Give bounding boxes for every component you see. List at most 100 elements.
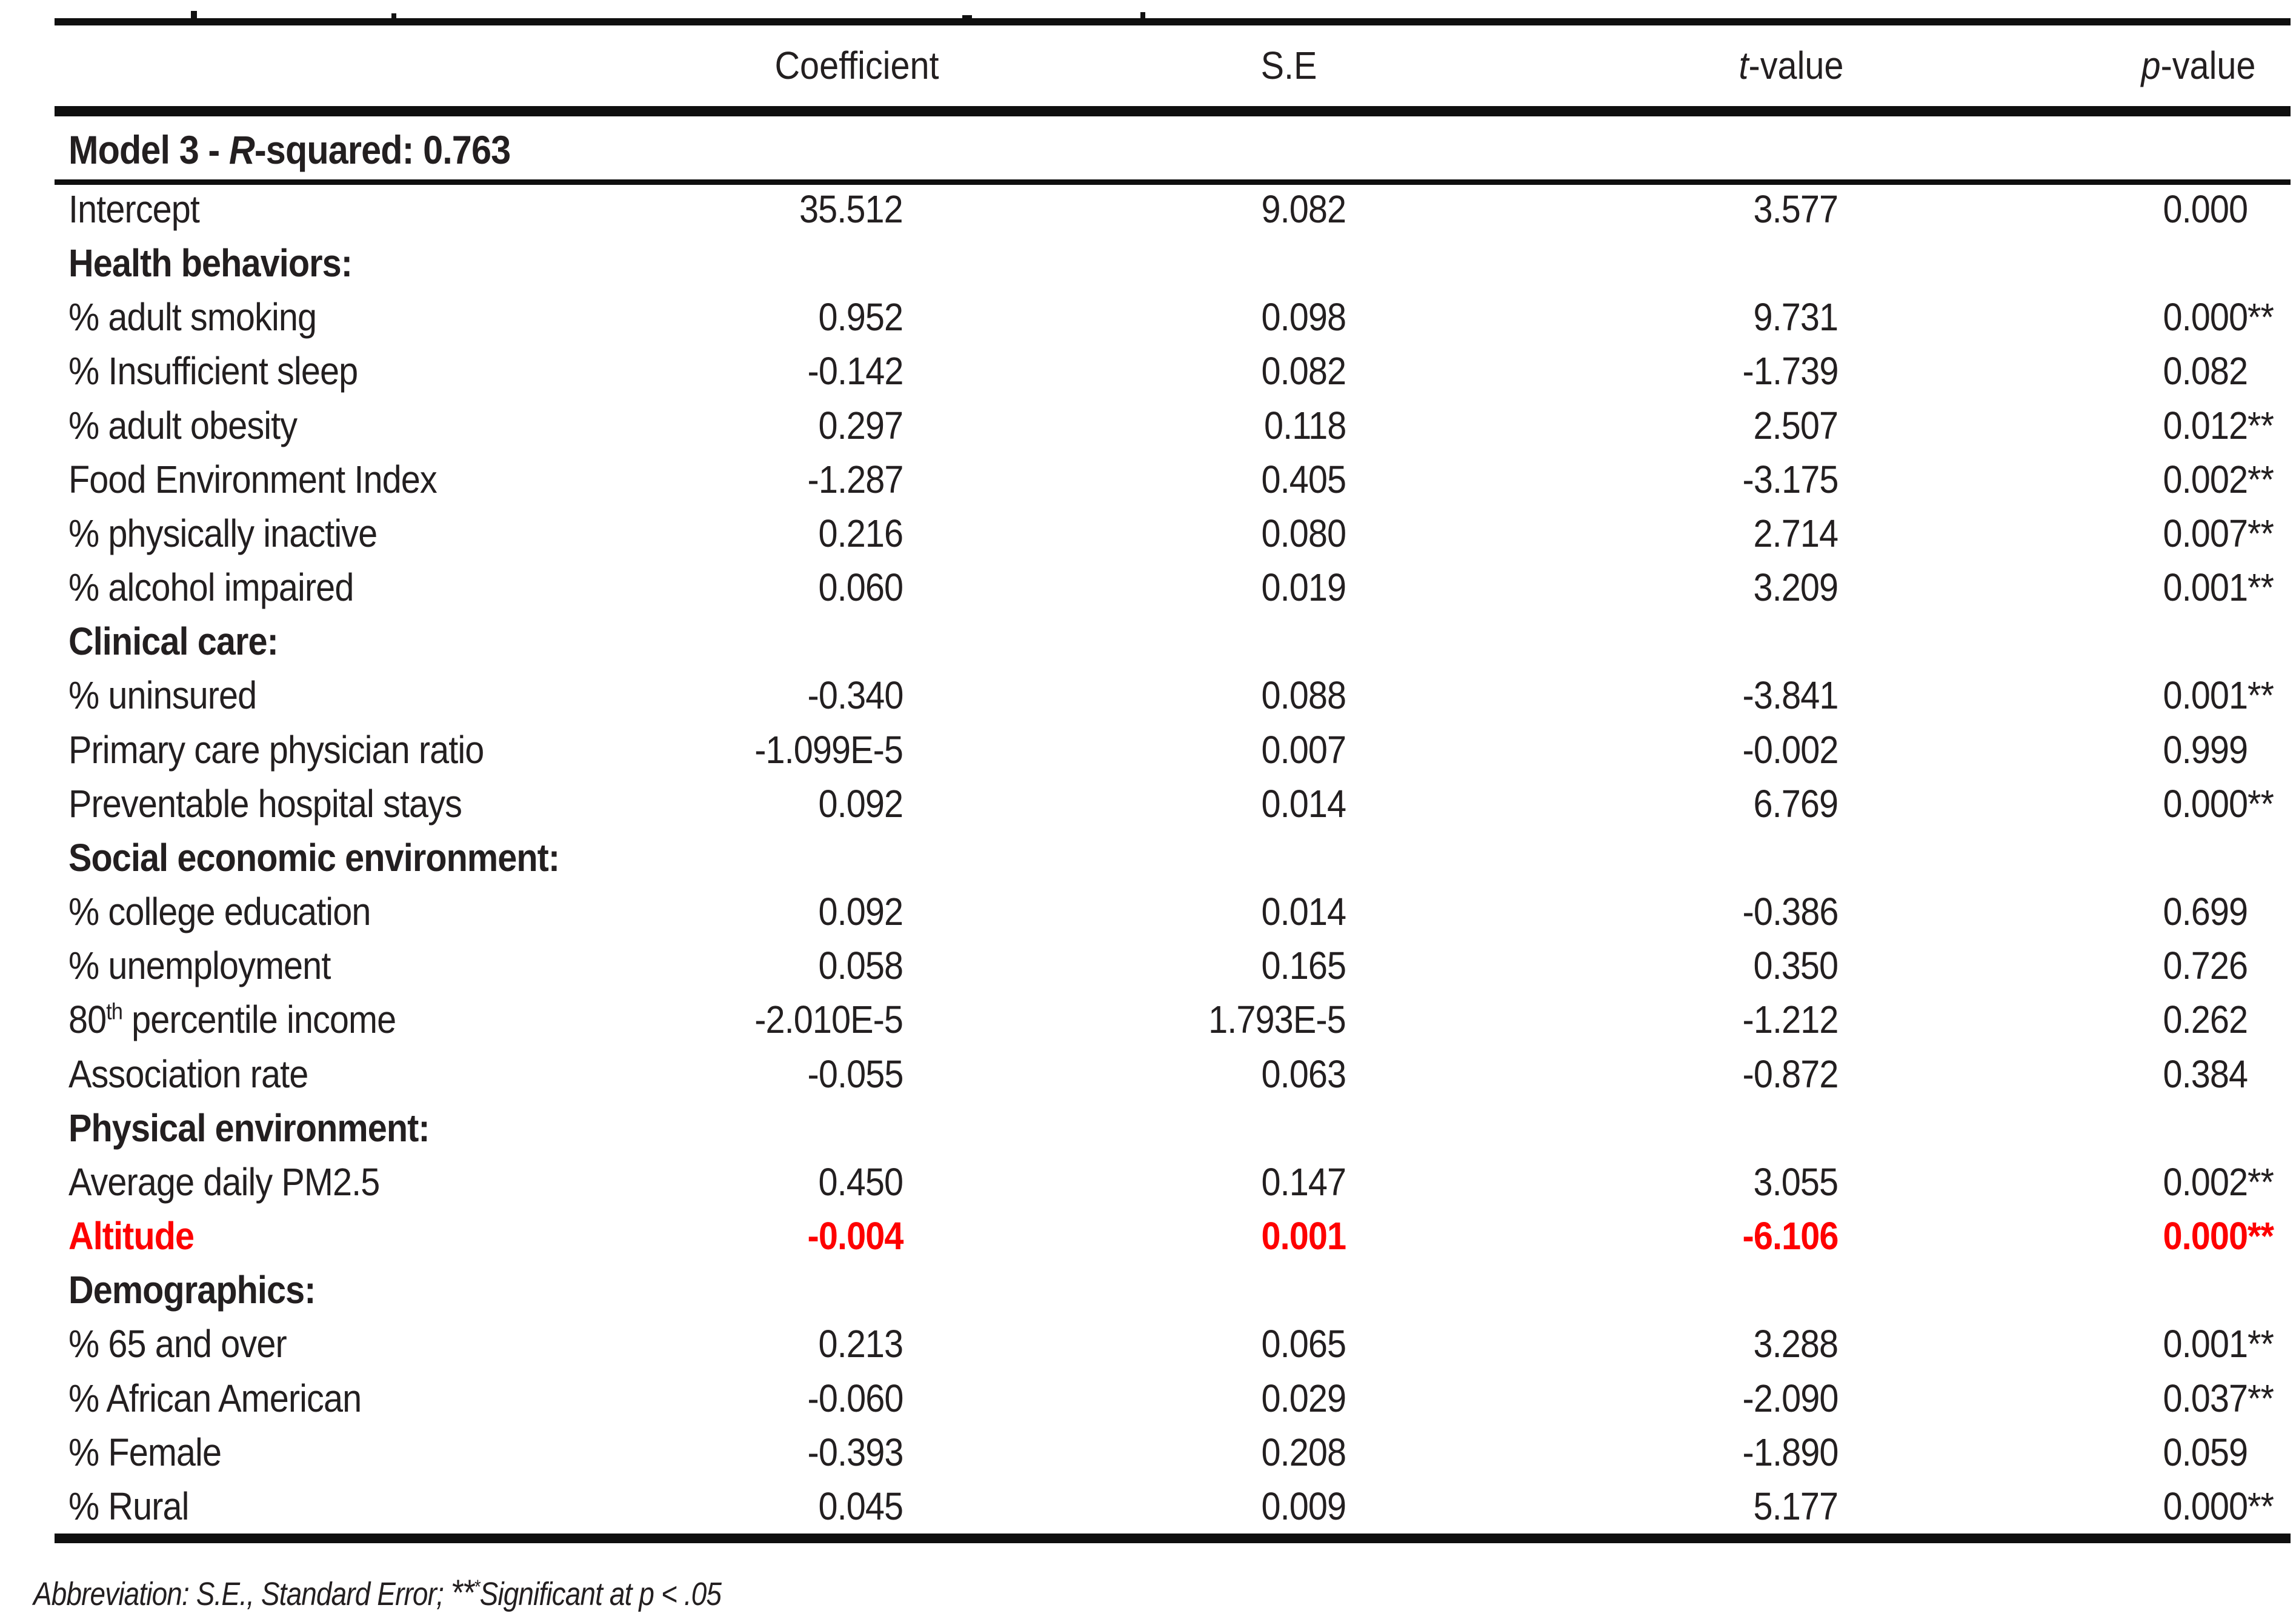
p-value: 0.001: [2163, 566, 2248, 609]
section-label: Clinical care:: [68, 619, 279, 663]
table-row-80th-percentile-income: 80th percentile income -2.010E-5 1.793E-…: [55, 992, 2291, 1047]
t-rest: -value: [1748, 44, 1844, 87]
coefficient-value: 0.450: [818, 1160, 903, 1204]
se-value: 0.063: [1261, 1052, 1346, 1096]
coefficient-value: 0.058: [818, 944, 903, 987]
p-value: 0.000: [2163, 187, 2248, 231]
t-value: -3.175: [1742, 458, 1838, 501]
table-row-physically-inactive: % physically inactive 0.216 0.080 2.714 …: [55, 506, 2291, 561]
coefficient-value: 35.512: [799, 187, 903, 231]
table-row-alcohol-impaired: % alcohol impaired 0.060 0.019 3.209 0.0…: [55, 560, 2291, 615]
table-bottom-rule: [55, 1534, 2291, 1543]
coefficient-value: -0.060: [807, 1377, 903, 1420]
se-value: 0.208: [1261, 1430, 1346, 1474]
significance-stars: **: [2248, 404, 2274, 447]
coefficient-value: 0.092: [818, 890, 903, 933]
crop-remnant-mark: [391, 13, 396, 19]
se-value: 0.082: [1261, 349, 1346, 393]
row-label: % unemployment: [68, 944, 331, 987]
section-label: Demographics:: [68, 1268, 316, 1312]
significance-stars: **: [2248, 295, 2274, 339]
t-value: -0.386: [1742, 890, 1838, 933]
se-value: 0.001: [1261, 1214, 1346, 1258]
p-value: 0.082: [2163, 349, 2248, 393]
row-label: Primary care physician ratio: [68, 728, 484, 772]
coefficient-value: -0.393: [807, 1430, 903, 1474]
table-row-adult-smoking: % adult smoking 0.952 0.098 9.731 0.000 …: [55, 290, 2291, 344]
t-value: 6.769: [1753, 782, 1838, 826]
se-value: 0.165: [1261, 944, 1346, 987]
significance-stars: **: [2248, 673, 2274, 717]
t-value: -1.212: [1742, 998, 1838, 1041]
row-label: % 65 and over: [68, 1322, 287, 1366]
footnote-text: Abbreviation: S.E., Standard Error; ***S…: [33, 1563, 722, 1618]
table-row-food-environment-index: Food Environment Index -1.287 0.405 -3.1…: [55, 452, 2291, 507]
row-label: % African American: [68, 1377, 362, 1420]
se-value: 0.029: [1261, 1377, 1346, 1420]
table-row-insufficient-sleep: % Insufficient sleep -0.142 0.082 -1.739…: [55, 344, 2291, 398]
p-value: 0.037: [2163, 1377, 2248, 1420]
section-label: Health behaviors:: [68, 241, 353, 285]
table-row-primary-care-physician-ratio: Primary care physician ratio -1.099E-5 0…: [55, 723, 2291, 777]
t-value: 0.350: [1753, 944, 1838, 987]
p-italic: p: [2141, 44, 2161, 87]
row-label: % Insufficient sleep: [68, 349, 358, 393]
p-value: 0.002: [2163, 458, 2248, 501]
row-label: % Rural: [68, 1484, 189, 1528]
t-value: -6.106: [1742, 1214, 1838, 1258]
coefficient-value: 0.060: [818, 566, 903, 609]
row-label: Preventable hospital stays: [68, 782, 462, 826]
se-value: 0.405: [1261, 458, 1346, 501]
row-label: Association rate: [68, 1052, 308, 1096]
coefficient-value: -2.010E-5: [754, 998, 903, 1041]
t-italic: t: [1739, 44, 1749, 87]
table-top-rule: [55, 18, 2291, 25]
p-value: 0.000: [2163, 782, 2248, 826]
section-label: Social economic environment:: [68, 836, 560, 879]
t-value: 5.177: [1753, 1484, 1838, 1528]
header-bottom-rule: [55, 106, 2291, 116]
se-value: 0.080: [1261, 512, 1346, 555]
table-row-preventable-hospital-stays: Preventable hospital stays 0.092 0.014 6…: [55, 776, 2291, 831]
footnote-abbreviation: Abbreviation: S.E., Standard Error;: [33, 1576, 451, 1612]
t-value: 9.731: [1753, 295, 1838, 339]
label-superscript: th: [106, 999, 123, 1025]
table-row-intercept: Intercept 35.512 9.082 3.577 0.000: [55, 182, 2291, 236]
coefficient-value: -1.287: [807, 458, 903, 501]
t-value: 3.055: [1753, 1160, 1838, 1204]
table-row-college-education: % college education 0.092 0.014 -0.386 0…: [55, 884, 2291, 939]
column-header-row: Coefficient S.E t-value p-value: [55, 38, 2291, 93]
se-value: 0.009: [1261, 1484, 1346, 1528]
p-value: 0.002: [2163, 1160, 2248, 1204]
label-rest: percentile income: [122, 998, 396, 1041]
se-value: 0.019: [1261, 566, 1346, 609]
table-row-uninsured: % uninsured -0.340 0.088 -3.841 0.001 **: [55, 668, 2291, 723]
t-value: 3.577: [1753, 187, 1838, 231]
p-value: 0.262: [2163, 998, 2248, 1041]
coefficient-value: 0.045: [818, 1484, 903, 1528]
row-label: % alcohol impaired: [68, 566, 354, 609]
coefficient-value: 0.297: [818, 404, 903, 447]
row-label: % adult smoking: [68, 295, 317, 339]
p-rest: -value: [2160, 44, 2256, 87]
row-label: % college education: [68, 890, 371, 933]
t-value: -1.890: [1742, 1430, 1838, 1474]
p-value: 0.000: [2163, 1214, 2248, 1258]
coefficient-value: -0.055: [807, 1052, 903, 1096]
t-value: -0.002: [1742, 728, 1838, 772]
table-row-african-american: % African American -0.060 0.029 -2.090 0…: [55, 1371, 2291, 1426]
significance-stars: **: [2248, 1484, 2274, 1528]
coefficient-column-header: Coefficient: [774, 44, 939, 87]
t-value-column-header: t-value: [1739, 38, 1844, 93]
model-row-rule: [55, 179, 2291, 185]
model-summary-label: Model 3 - R-squared: 0.763: [68, 122, 511, 177]
p-value: 0.001: [2163, 1322, 2248, 1366]
row-label: % physically inactive: [68, 512, 378, 555]
model-summary-row: Model 3 - R-squared: 0.763: [55, 122, 2291, 177]
se-value: 0.014: [1261, 782, 1346, 826]
table-row-altitude-highlighted: Altitude -0.004 0.001 -6.106 0.000 **: [55, 1209, 2291, 1263]
row-label: Average daily PM2.5: [68, 1160, 380, 1204]
p-value: 0.699: [2163, 890, 2248, 933]
se-value: 0.147: [1261, 1160, 1346, 1204]
coefficient-value: 0.216: [818, 512, 903, 555]
